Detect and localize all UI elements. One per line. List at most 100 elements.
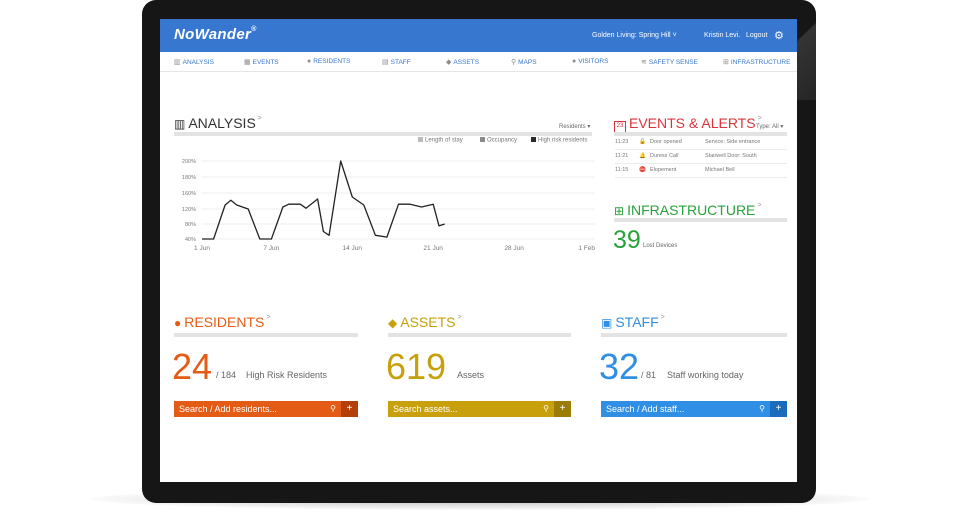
event-row[interactable]: 11:15 ⛔ Elopement Michael Bell (615, 164, 787, 178)
main-nav: ▥ ANALYSIS ▦ EVENTS ● RESIDENTS ▤ STAFF ◆ ASS… (160, 52, 797, 72)
person-icon: ● (307, 58, 312, 65)
analysis-chart: 200% 180% 160% 120% 80% 40% 1 Jun 7 Jun 14 Jun 21… (182, 159, 595, 252)
nav-item-assets[interactable]: ◆ ASSETS (446, 59, 480, 66)
y-tick-label: 80% (185, 222, 196, 228)
legend-item-high-risk[interactable]: High risk residents (531, 137, 587, 144)
search-icon[interactable]: ⚲ (543, 404, 549, 413)
legend-swatch (531, 137, 536, 142)
nav-item-events[interactable]: ▦ EVENTS (244, 59, 279, 66)
bar-chart-icon: ▥ (174, 117, 186, 131)
facility-selector[interactable]: Golden Living: Spring Hill ˅ (592, 32, 677, 39)
chevron-down-icon: ˅ (672, 32, 677, 39)
residents-label: High Risk Residents (246, 370, 328, 380)
residents-total: / 184 (216, 370, 237, 380)
add-staff-button[interactable]: + (770, 401, 787, 417)
box-icon: ◆ (388, 316, 398, 330)
nav-item-safety-sense[interactable]: ≋ SAFETY SENSE (641, 59, 698, 66)
high-risk-residents-count: 24 (172, 346, 213, 387)
top-bar: NoWander® Golden Living: Spring Hill ˅ K… (160, 19, 797, 52)
staff-divider (601, 333, 787, 337)
analysis-filter-dropdown[interactable]: Residents ▾ (559, 124, 591, 130)
assets-title[interactable]: ◆ ASSETS > (388, 314, 462, 330)
nav-item-staff[interactable]: ▤ STAFF (382, 59, 411, 66)
no-entry-icon: ⛔ (639, 167, 646, 173)
x-tick-label: 14 Jun (342, 245, 362, 252)
pin-icon: ⚲ (511, 59, 517, 66)
analysis-divider (174, 132, 592, 136)
analysis-title[interactable]: ▥ ANALYSIS > (174, 115, 262, 131)
badge-icon: ▤ (382, 59, 389, 66)
network-icon: ⊞ (723, 59, 729, 66)
staff-search-input[interactable]: Search / Add staff... ⚲ + (601, 401, 787, 417)
assets-label: Assets (457, 370, 485, 380)
lock-open-icon: 🔓 (639, 139, 646, 145)
staff-title[interactable]: ▣ STAFF > (601, 314, 665, 330)
assets-divider (388, 333, 571, 337)
calendar-icon: ▦ (244, 59, 251, 66)
nav-item-analysis[interactable]: ▥ ANALYSIS (174, 59, 214, 66)
logout-link[interactable]: Logout (746, 32, 768, 39)
y-tick-label: 160% (182, 191, 196, 197)
residents-divider (174, 333, 358, 337)
chevron-right-icon: > (266, 314, 271, 321)
y-tick-label: 180% (182, 175, 196, 181)
visitors-icon: ● (572, 58, 577, 65)
bar-chart-icon: ▥ (174, 59, 181, 66)
x-tick-label: 28 Jun (504, 245, 524, 252)
y-tick-label: 40% (185, 237, 196, 243)
search-icon[interactable]: ⚲ (759, 404, 765, 413)
series-line-high-risk-residents[interactable] (202, 160, 445, 240)
chevron-right-icon: > (757, 115, 762, 122)
box-icon: ◆ (446, 59, 452, 66)
wifi-icon: ≋ (641, 59, 647, 66)
residents-search-input[interactable]: Search / Add residents... ⚲ + (174, 401, 358, 417)
event-row[interactable]: 11:21 🔔 Duress Call Stairwell Door: Sout… (615, 150, 787, 164)
nav-item-maps[interactable]: ⚲ MAPS (511, 59, 537, 66)
x-tick-label: 21 Jun (423, 245, 443, 252)
person-icon: ● (174, 316, 182, 330)
lost-devices-count: 39 (613, 226, 641, 254)
nav-item-visitors[interactable]: ● VISITORS (572, 58, 609, 65)
legend-swatch (418, 137, 423, 142)
assets-search-input[interactable]: Search assets... ⚲ + (388, 401, 571, 417)
events-title[interactable]: 23 EVENTS & ALERTS > (614, 115, 762, 133)
x-tick-label: 7 Jun (263, 245, 279, 252)
id-badge-icon: ▣ (601, 316, 613, 330)
chevron-right-icon: > (757, 202, 762, 209)
chevron-down-icon: ▾ (587, 124, 591, 130)
x-tick-label: 1 Jun (194, 245, 210, 252)
legend-item-length-of-stay[interactable]: Length of stay (418, 137, 463, 144)
search-icon[interactable]: ⚲ (330, 404, 336, 413)
add-asset-button[interactable]: + (554, 401, 571, 417)
y-tick-label: 200% (182, 159, 196, 165)
assets-count: 619 (386, 346, 447, 387)
legend-swatch (480, 137, 485, 142)
nav-item-residents[interactable]: ● RESIDENTS (307, 58, 351, 65)
bell-icon: 🔔 (639, 153, 646, 159)
add-resident-button[interactable]: + (341, 401, 358, 417)
nav-item-infrastructure[interactable]: ⊞ INFRASTRUCTURE (723, 59, 791, 66)
event-type-filter[interactable]: Type: All ▾ (756, 124, 784, 130)
events-divider (614, 132, 787, 136)
app-screen: NoWander® Golden Living: Spring Hill ˅ K… (160, 19, 797, 482)
gear-icon[interactable]: ⚙ (774, 30, 784, 42)
chevron-right-icon: > (660, 314, 665, 321)
legend-item-occupancy[interactable]: Occupancy (480, 137, 517, 144)
staff-label: Staff working today (667, 370, 744, 380)
y-tick-label: 120% (182, 207, 196, 213)
brand-logo[interactable]: NoWander® (174, 26, 257, 43)
residents-title[interactable]: ● RESIDENTS > (174, 314, 271, 330)
chevron-right-icon: > (257, 115, 262, 122)
x-tick-label: 1 Feb (578, 245, 595, 252)
lost-devices-label: Lost Devices (643, 243, 678, 249)
user-name[interactable]: Kristin Levi. (704, 32, 741, 39)
chevron-down-icon: ▾ (780, 124, 784, 130)
network-icon: ⊞ (614, 204, 625, 218)
chevron-right-icon: > (457, 314, 462, 321)
staff-working-count: 32 (599, 346, 640, 387)
staff-total: / 81 (641, 370, 657, 380)
event-row[interactable]: 11:23 🔓 Door opened Service: Side entran… (615, 136, 787, 150)
infrastructure-title[interactable]: ⊞ INFRASTRUCTURE > (614, 202, 762, 218)
infrastructure-divider (614, 218, 787, 222)
